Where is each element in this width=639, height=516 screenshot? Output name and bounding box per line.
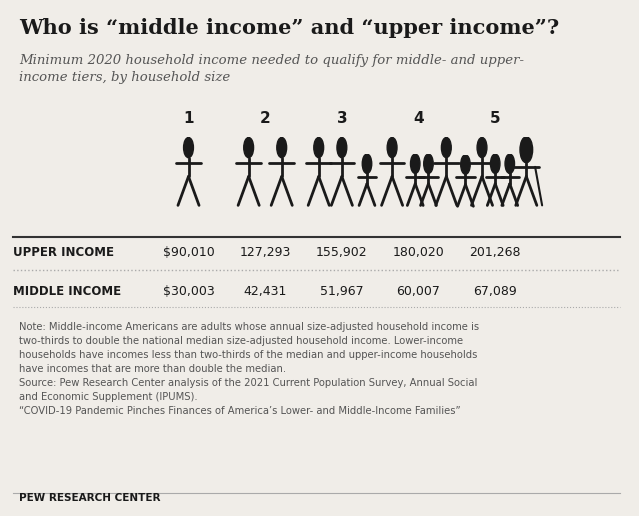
Text: 42,431: 42,431 — [243, 285, 287, 298]
Text: 180,020: 180,020 — [393, 246, 444, 260]
Text: $30,003: $30,003 — [163, 285, 214, 298]
Circle shape — [461, 155, 470, 174]
Circle shape — [505, 154, 514, 173]
Text: 60,007: 60,007 — [397, 285, 440, 298]
Text: 2: 2 — [260, 111, 270, 126]
Circle shape — [442, 137, 451, 158]
Circle shape — [387, 137, 397, 158]
Text: 3: 3 — [337, 111, 347, 126]
Circle shape — [491, 154, 500, 173]
Circle shape — [477, 137, 487, 158]
Circle shape — [314, 137, 323, 158]
Circle shape — [520, 137, 533, 163]
Circle shape — [362, 154, 372, 173]
Circle shape — [424, 154, 433, 173]
Text: 4: 4 — [413, 111, 424, 126]
Text: 1: 1 — [183, 111, 194, 126]
Text: Minimum 2020 household income needed to qualify for middle- and upper-
income ti: Minimum 2020 household income needed to … — [19, 54, 524, 84]
Circle shape — [410, 154, 420, 173]
Circle shape — [183, 137, 194, 158]
Text: UPPER INCOME: UPPER INCOME — [13, 246, 114, 260]
Text: 201,268: 201,268 — [470, 246, 521, 260]
Circle shape — [243, 137, 254, 158]
Text: 127,293: 127,293 — [240, 246, 291, 260]
Text: PEW RESEARCH CENTER: PEW RESEARCH CENTER — [19, 493, 160, 503]
Text: Who is “middle income” and “upper income”?: Who is “middle income” and “upper income… — [19, 18, 559, 38]
Circle shape — [337, 137, 347, 158]
Text: 67,089: 67,089 — [473, 285, 517, 298]
Circle shape — [277, 137, 287, 158]
Text: $90,010: $90,010 — [163, 246, 214, 260]
Text: 51,967: 51,967 — [320, 285, 364, 298]
Text: 5: 5 — [490, 111, 500, 126]
Text: MIDDLE INCOME: MIDDLE INCOME — [13, 285, 121, 298]
Text: Note: Middle-income Americans are adults whose annual size-adjusted household in: Note: Middle-income Americans are adults… — [19, 322, 479, 416]
Text: 155,902: 155,902 — [316, 246, 367, 260]
